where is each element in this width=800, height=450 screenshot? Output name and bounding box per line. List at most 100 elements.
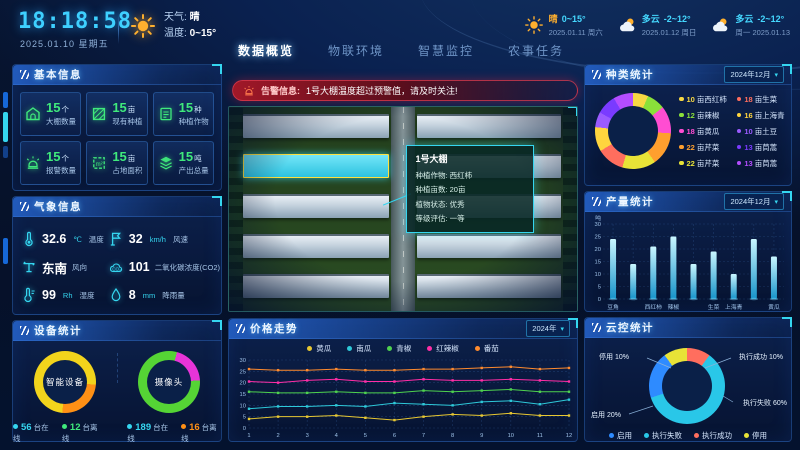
category-legend-item: 10 亩土豆 (736, 126, 785, 137)
panel-header: 基本信息 (13, 65, 221, 85)
cloud-legend-item[interactable]: 执行成功 (694, 430, 732, 441)
svg-text:0: 0 (598, 297, 601, 303)
weather-item: 东南 风向 (21, 254, 104, 280)
category-legend-item: 18 亩生菜 (736, 94, 785, 105)
stat-tile[interactable]: 15亩现有种植 (86, 92, 148, 136)
selector-value: 2024年12月 (730, 70, 771, 79)
legend-value: 18 (744, 94, 753, 104)
tab-2[interactable]: 物联环境 (328, 44, 385, 58)
tooltip-rows: 种植作物: 西红柿 种植亩数: 20亩 植物状态: 优秀 等级评估: 一等 (415, 169, 525, 226)
svg-text:12: 12 (566, 433, 572, 439)
clock-time: 18:18:58 (18, 9, 132, 34)
price-legend-item[interactable]: 黄瓜 (307, 343, 331, 354)
legend-label: 青椒 (396, 344, 412, 353)
tile-value: 15亩 (112, 148, 136, 164)
cloud-legend-item[interactable]: 启用 (609, 430, 632, 441)
cloud-legend-item[interactable]: 停用 (744, 430, 767, 441)
legend-label: 亩茼蒿 (754, 158, 778, 168)
category-legend-item: 13 亩茼蒿 (736, 142, 785, 153)
category-legend-item: 18 亩黄瓜 (679, 126, 727, 137)
price-legend-item[interactable]: 南瓜 (347, 343, 371, 354)
divider (118, 14, 119, 44)
tab-3[interactable]: 智慧监控 (418, 44, 475, 58)
alert-banner[interactable]: 告警信息: 1号大棚温度超过预警值，请及时关注! (232, 80, 578, 101)
weather-item: CO₂ 101 二氧化碳浓度(CO2) (108, 254, 220, 280)
tile-unit: 个 (61, 153, 69, 163)
greenhouse-strip[interactable] (242, 194, 390, 218)
cloud-sun-icon (713, 18, 728, 32)
legend-label: 亩上海青 (754, 110, 785, 120)
greenhouse-strip[interactable] (242, 274, 390, 298)
cloud-legend: 启用 执行失败 执行成功 停用 (585, 430, 791, 441)
greenhouse-strip[interactable] (416, 114, 562, 138)
stat-tile[interactable]: 15种 种植作物 (152, 92, 214, 136)
corner-accent (782, 317, 792, 327)
legend-label: 黄瓜 (316, 344, 332, 353)
svg-text:5: 5 (364, 433, 367, 439)
legend-label: 执行成功 (702, 431, 732, 440)
stat-tile[interactable]: 15吨 产出总量 (152, 141, 214, 185)
tile-text: 15亩 占地面积 (112, 148, 142, 176)
donut-label: 智能设备 (45, 377, 84, 387)
svg-text:8: 8 (451, 433, 454, 439)
field-icon (93, 107, 106, 121)
co2-icon: CO₂ (109, 263, 122, 272)
svg-text:吨: 吨 (595, 214, 601, 222)
svg-text:5: 5 (598, 285, 601, 291)
slash-icon (592, 323, 601, 332)
tab-1[interactable]: 数据概览 (238, 44, 295, 58)
legend-label: 台离线 (181, 423, 217, 443)
device-donuts: 智能设备 摄像头 (13, 341, 221, 413)
svg-text:30: 30 (595, 222, 601, 228)
tile-value: 15种 (178, 99, 202, 115)
greenhouse-strip[interactable] (416, 234, 562, 258)
stat-tile[interactable]: 15个 大棚数量 (20, 92, 82, 136)
tile-label: 大棚数量 (46, 117, 76, 127)
weather-label: 天气: (164, 12, 187, 23)
svg-text:30: 30 (240, 358, 246, 364)
thermometer-icon (25, 231, 33, 247)
greenhouse-strip[interactable] (242, 114, 390, 138)
weather-item: 99 Rh 湿度 (21, 282, 104, 308)
selector-value: 2024年 (532, 324, 557, 333)
legend-dot (427, 346, 433, 351)
clock-weekday: 星期五 (78, 39, 109, 49)
month-selector[interactable]: 2024年12月 ▾ (724, 66, 784, 83)
price-legend-item[interactable]: 红辣椒 (427, 343, 459, 354)
donut-label: 摄像头 (154, 377, 184, 387)
chevron-down-icon: ▾ (774, 198, 778, 206)
year-selector[interactable]: 2024年 ▾ (526, 320, 570, 337)
svg-text:10: 10 (508, 433, 514, 439)
price-legend-item[interactable]: 番茄 (474, 343, 499, 354)
svg-text:5: 5 (243, 415, 246, 421)
stat-tile[interactable]: 15个 报警数量 (20, 141, 82, 185)
cloud-sun-icon (619, 18, 635, 32)
month-selector[interactable]: 2024年12月 ▾ (724, 193, 784, 210)
price-legend-item[interactable]: 青椒 (387, 343, 411, 354)
tile-unit: 个 (61, 104, 69, 114)
legend-label: 亩辣椒 (696, 110, 720, 120)
tile-value: 15亩 (112, 99, 136, 115)
svg-text:1: 1 (247, 433, 250, 439)
legend-value: 16 (744, 110, 753, 120)
wind-speed-icon (110, 232, 121, 246)
tooltip-row: 种植亩数: 20亩 (415, 185, 466, 195)
cloud-callout: 执行成功 10% (739, 354, 783, 361)
cloud-legend-item[interactable]: 执行失败 (644, 430, 682, 441)
greenhouse-strip[interactable] (416, 274, 562, 298)
divider (117, 353, 118, 383)
stat-tile[interactable]: m² 15亩 占地面积 (86, 141, 148, 185)
greenhouse-strip-selected[interactable] (242, 154, 390, 178)
weather-value: 晴 (189, 12, 200, 23)
legend-dot (679, 144, 684, 150)
forecast-temp: 0~15° (561, 14, 586, 24)
weather-label: 降雨量 (162, 290, 185, 300)
corner-accent (212, 196, 222, 206)
greenhouse-strip[interactable] (242, 234, 390, 258)
tile-label: 现有种植 (112, 117, 143, 127)
tab-4[interactable]: 农事任务 (508, 44, 565, 58)
greenhouse-map[interactable]: 1号大棚 种植作物: 西红柿 种植亩数: 20亩 植物状态: 优秀 等级评估: 一等 (228, 106, 578, 312)
legend-label: 执行失败 (652, 431, 682, 440)
legend-dot (474, 346, 480, 351)
